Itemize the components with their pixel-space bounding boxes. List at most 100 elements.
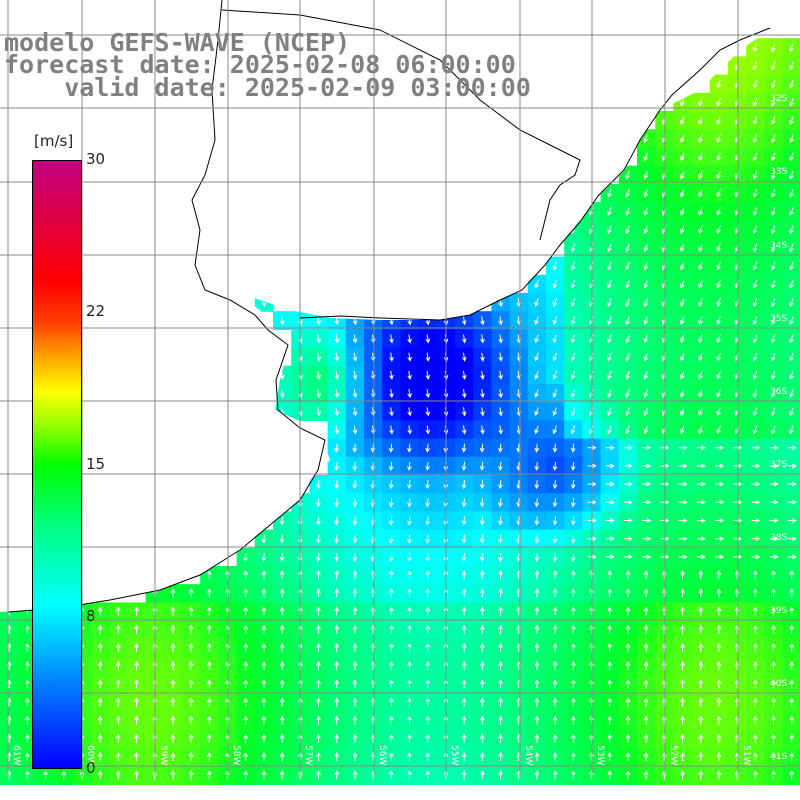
wind-arrow (698, 152, 703, 162)
wind-arrow (771, 624, 776, 634)
wind-arrow (607, 352, 612, 362)
wind-arrow (261, 770, 267, 780)
wind-arrow (752, 770, 758, 780)
wind-arrow (334, 624, 340, 634)
wind-arrow (680, 606, 685, 616)
wind-arrow (352, 480, 358, 490)
wind-arrow (680, 733, 685, 743)
wind-arrow (696, 481, 706, 487)
wind-arrow (97, 715, 103, 725)
wind-arrow (752, 43, 758, 53)
wind-arrow (625, 316, 630, 326)
wind-arrow (534, 606, 540, 616)
wind-arrow (698, 207, 703, 216)
wind-arrow (642, 445, 652, 451)
wind-arrow (680, 97, 685, 107)
wind-arrow (498, 770, 503, 780)
wind-arrow (771, 752, 776, 762)
wind-arrow (698, 334, 703, 344)
wind-arrow (352, 516, 358, 526)
wind-arrow (625, 207, 630, 216)
wind-arrow (24, 733, 30, 743)
wind-arrow (279, 552, 285, 562)
wind-arrow (698, 243, 703, 253)
wind-arrow (316, 389, 321, 399)
wind-arrow (607, 334, 612, 344)
wind-arrow (623, 518, 633, 523)
wind-arrow (407, 752, 412, 762)
wind-arrow (97, 606, 103, 616)
wind-arrow (643, 298, 649, 307)
wind-arrow (407, 697, 412, 707)
wind-arrow (716, 752, 722, 762)
wind-arrow (714, 518, 724, 523)
wind-arrow (680, 352, 685, 362)
wind-arrow (643, 624, 649, 634)
wind-arrow (407, 443, 412, 453)
wind-arrow (334, 352, 340, 362)
wind-arrow (552, 624, 558, 634)
wind-arrow (680, 570, 685, 580)
wind-arrow (243, 679, 249, 689)
wind-arrow (479, 661, 485, 671)
wind-arrow (716, 261, 721, 271)
wind-arrow (752, 352, 758, 362)
wind-arrow (316, 715, 321, 725)
wind-arrow (279, 624, 285, 634)
wind-arrow (752, 116, 758, 125)
wind-arrow (480, 389, 485, 399)
wind-arrow (789, 61, 794, 71)
wind-arrow (425, 679, 431, 689)
wind-arrow (642, 481, 652, 487)
wind-arrow (498, 661, 503, 671)
wind-arrow (733, 463, 743, 469)
wind-arrow (534, 552, 540, 562)
wind-arrow (261, 679, 267, 689)
wind-arrow (642, 518, 652, 523)
wind-arrow (607, 389, 612, 398)
wind-arrow (534, 407, 539, 417)
wind-arrow (752, 679, 758, 689)
wind-arrow (389, 389, 394, 399)
wind-arrow (698, 389, 703, 398)
wind-arrow (698, 752, 704, 762)
wind-arrow (279, 697, 285, 707)
wind-arrow (206, 624, 212, 634)
wind-arrow (552, 733, 558, 743)
wind-arrow (479, 552, 485, 562)
wind-arrow (479, 480, 485, 490)
wind-arrow (498, 334, 503, 344)
wind-arrow (552, 461, 558, 471)
wind-arrow (716, 425, 721, 435)
wind-arrow (243, 661, 249, 671)
wind-arrow (752, 261, 758, 271)
wind-arrow (680, 389, 685, 398)
wind-arrow (115, 679, 121, 689)
wind-arrow (570, 498, 576, 508)
wind-arrow (425, 715, 431, 725)
lon-label: 51W (741, 745, 751, 765)
wind-arrow (352, 552, 358, 562)
wind-arrow (534, 279, 539, 289)
wind-arrow (279, 715, 285, 725)
wind-arrow (716, 334, 721, 344)
wind-arrow (243, 715, 249, 725)
wind-arrow (316, 352, 321, 362)
wind-arrow (243, 697, 249, 707)
wind-arrow (570, 352, 576, 362)
wind-arrow (660, 463, 670, 469)
wind-arrow (680, 661, 685, 671)
wind-arrow (752, 752, 758, 762)
wind-arrow (552, 425, 558, 435)
latitude-labels: 32S 33S 34S 35S 36S 37S 38S 39S 40S 41S (770, 94, 787, 762)
wind-arrow (261, 570, 267, 580)
wind-arrow (134, 624, 139, 634)
wind-arrow (425, 480, 431, 490)
wind-arrow (498, 715, 503, 725)
lon-label: 60W (85, 745, 95, 765)
wind-arrow (607, 407, 612, 417)
wind-arrow (643, 770, 649, 780)
wind-arrow (680, 316, 685, 326)
wind-arrow (698, 170, 703, 180)
wind-arrow (24, 752, 30, 762)
